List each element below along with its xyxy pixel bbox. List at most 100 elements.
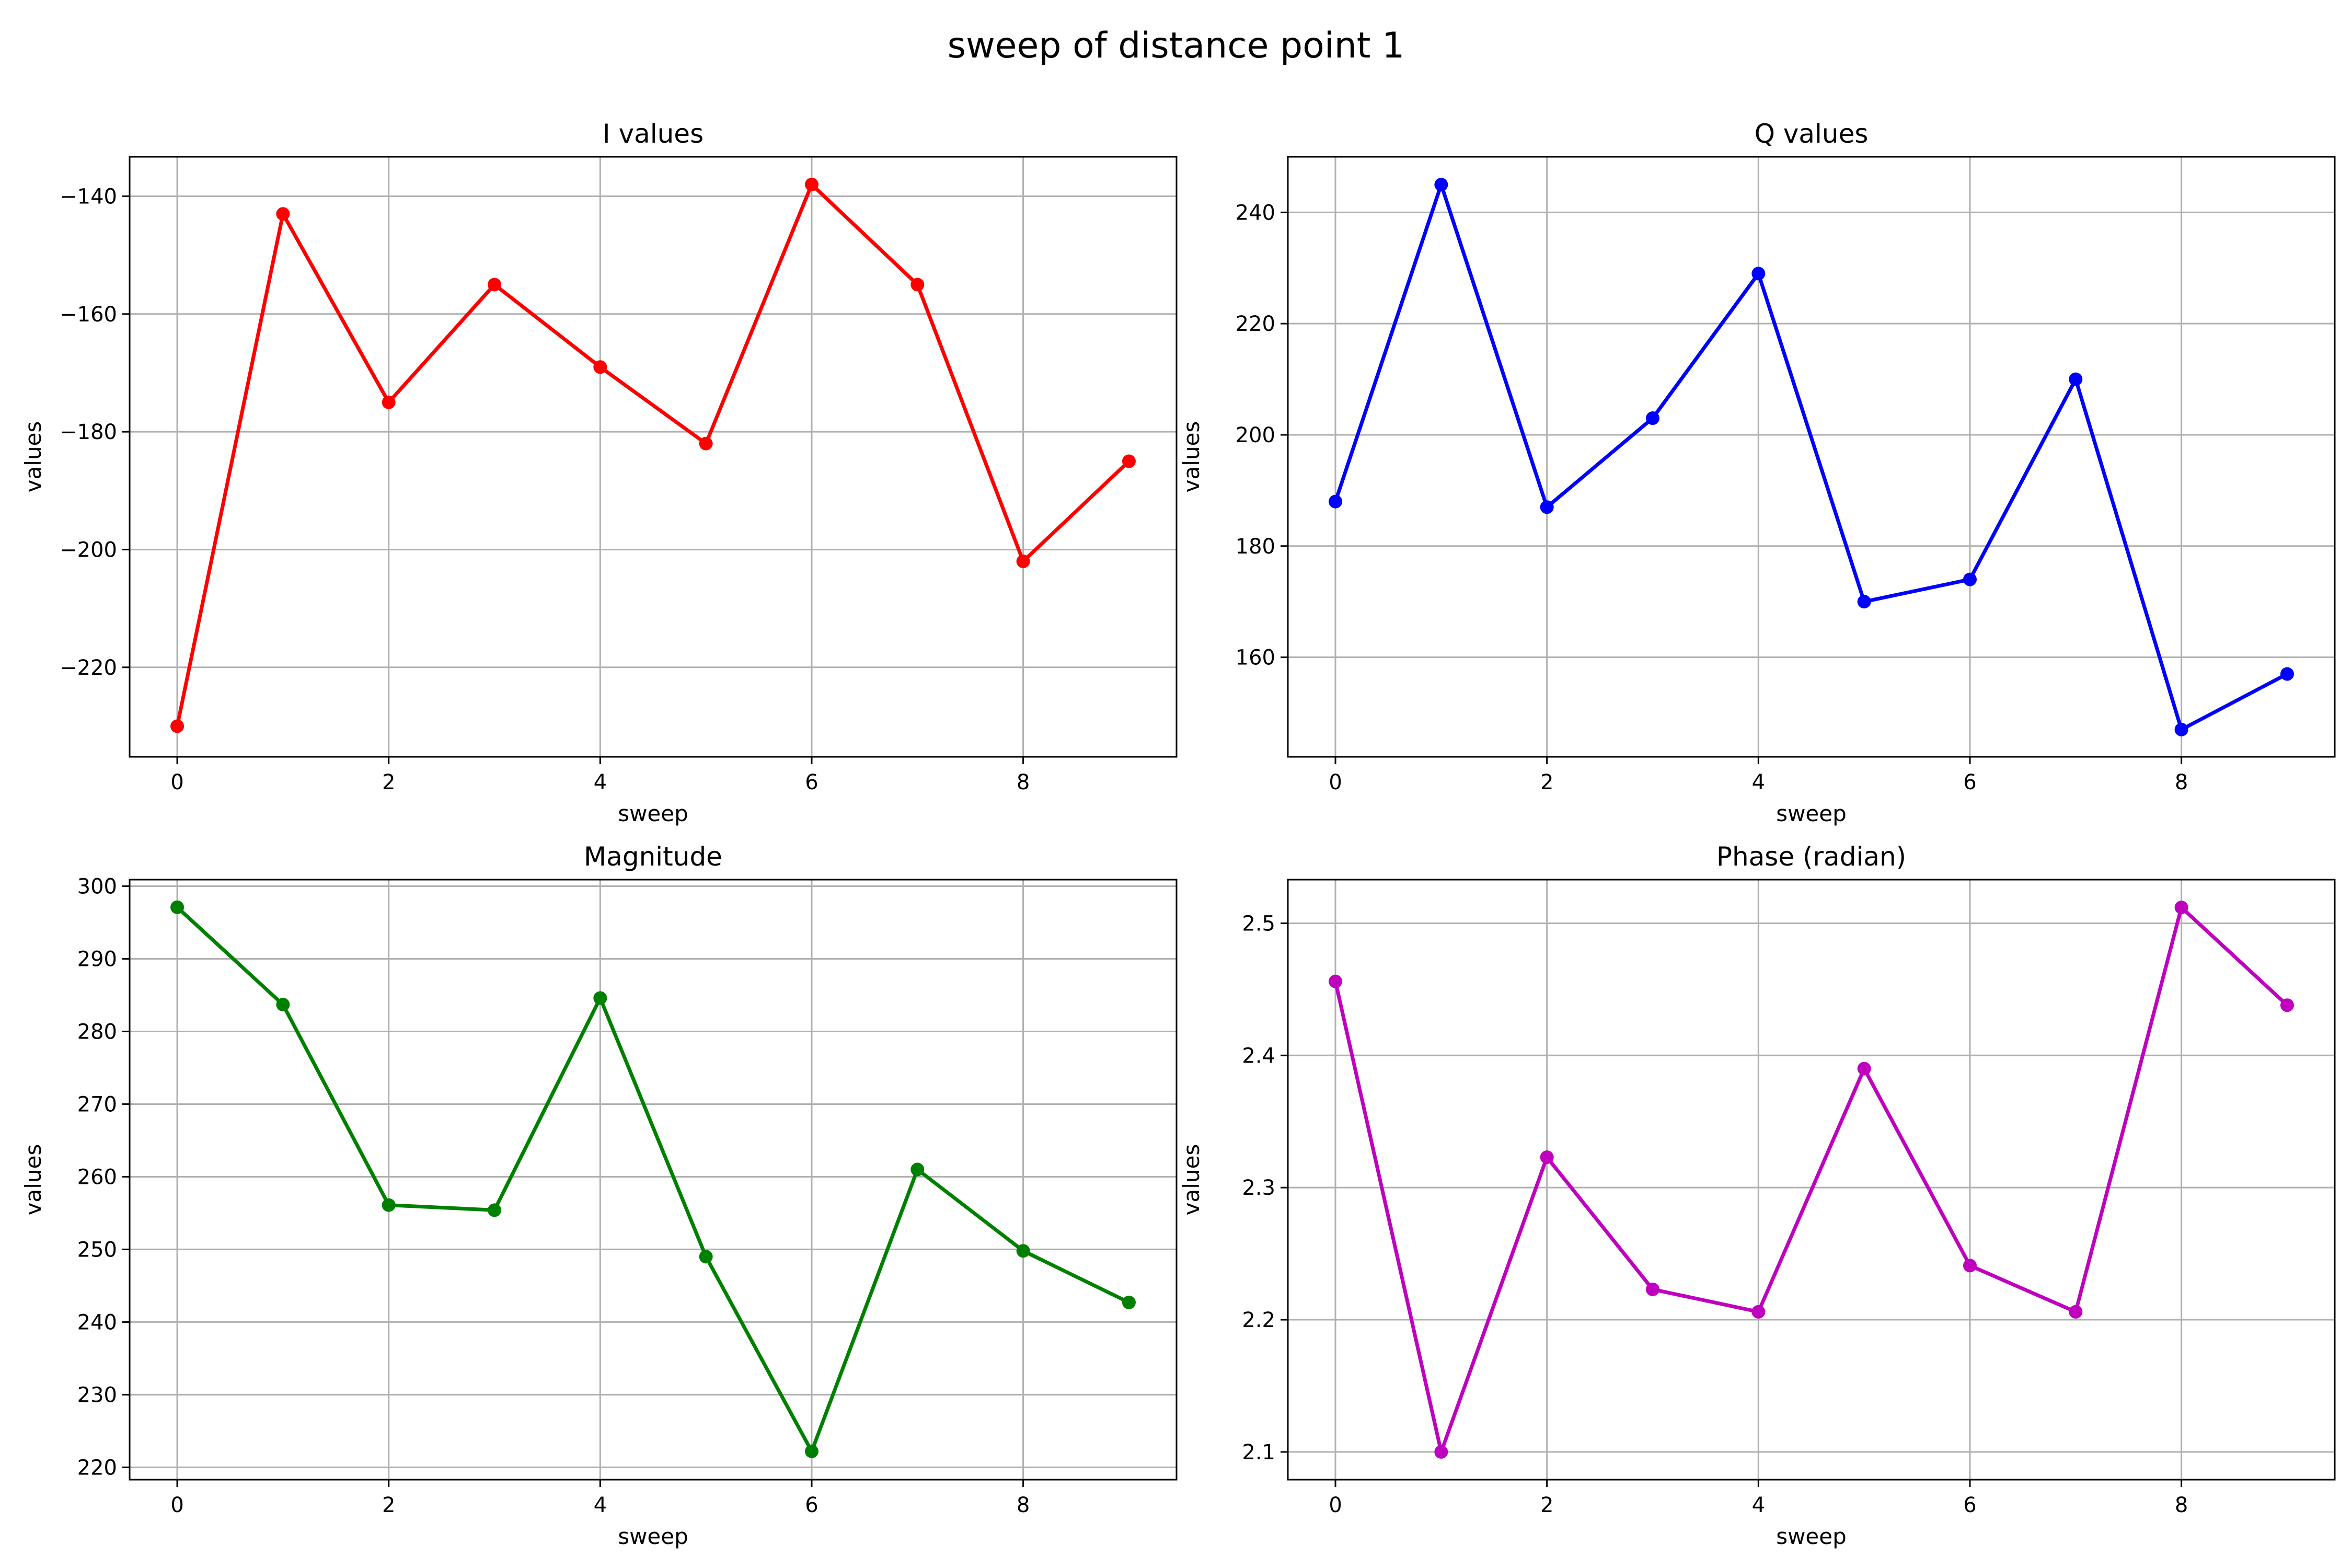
data-point bbox=[1540, 500, 1554, 514]
x-tick-label: 8 bbox=[2175, 1493, 2188, 1517]
axes-container: 0 2 4 6 8 −220 −200 −180 −160 −140 I values sweep va… bbox=[20, 119, 2336, 1549]
y-tick-label: 180 bbox=[1236, 535, 1275, 559]
y-tick-label: 2.3 bbox=[1242, 1176, 1275, 1200]
data-point bbox=[1540, 1150, 1554, 1165]
data-point bbox=[1646, 1282, 1660, 1296]
y-axis-label: values bbox=[20, 421, 46, 493]
x-tick-label: 6 bbox=[805, 1493, 818, 1517]
data-point bbox=[2069, 372, 2083, 386]
data-point bbox=[1963, 1259, 1977, 1273]
y-tick-label: 160 bbox=[1236, 646, 1275, 670]
x-tick-label: 2 bbox=[382, 1493, 395, 1517]
y-tick-label: 2.1 bbox=[1242, 1440, 1275, 1465]
y-axis-label: values bbox=[1179, 1144, 1204, 1216]
chart-i-values: 0 2 4 6 8 −220 −200 −180 −160 −140 I values sweep va… bbox=[20, 119, 1178, 826]
y-tick-label: −140 bbox=[60, 185, 117, 209]
data-point bbox=[910, 278, 925, 292]
data-point bbox=[1751, 267, 1766, 281]
data-point bbox=[1434, 178, 1448, 192]
data-point bbox=[910, 1162, 925, 1177]
y-tick-label: 220 bbox=[1236, 312, 1275, 336]
data-point bbox=[1646, 411, 1660, 425]
y-tick-label: 250 bbox=[77, 1238, 117, 1262]
data-point bbox=[2280, 667, 2294, 681]
y-tick-label: 290 bbox=[77, 947, 117, 971]
x-tick-label: 6 bbox=[1963, 770, 1976, 794]
data-point bbox=[276, 998, 290, 1012]
y-axis-label: values bbox=[1179, 421, 1204, 493]
data-point bbox=[488, 1203, 502, 1217]
data-point bbox=[1857, 1062, 1871, 1076]
x-tick-label: 2 bbox=[1540, 1493, 1553, 1517]
data-point bbox=[382, 1198, 396, 1212]
data-point bbox=[1329, 494, 1343, 509]
x-tick-label: 4 bbox=[1752, 770, 1765, 794]
y-axis-label: values bbox=[20, 1144, 46, 1216]
x-tick-label: 0 bbox=[1329, 770, 1342, 794]
data-point bbox=[804, 177, 818, 191]
data-point bbox=[382, 395, 396, 409]
y-tick-label: −180 bbox=[60, 420, 117, 444]
axes-frame bbox=[1287, 156, 2336, 758]
axes-title: Phase (radian) bbox=[1716, 841, 1906, 872]
x-tick-label: 2 bbox=[382, 770, 395, 794]
data-point bbox=[1329, 974, 1343, 988]
data-point bbox=[2174, 901, 2188, 915]
data-point bbox=[1122, 1295, 1136, 1309]
x-tick-label: 6 bbox=[1963, 1493, 1976, 1517]
data-point bbox=[2280, 998, 2294, 1012]
x-tick-label: 8 bbox=[2175, 770, 2188, 794]
axes-frame bbox=[129, 879, 1178, 1481]
y-tick-label: 2.2 bbox=[1242, 1308, 1275, 1332]
chart-phase: 0 2 4 6 8 2.1 2.2 2.3 2.4 2.5 Phase (radian) sweep v… bbox=[1179, 841, 2336, 1549]
x-tick-label: 8 bbox=[1017, 1493, 1030, 1517]
y-tick-label: 280 bbox=[77, 1020, 117, 1044]
data-point bbox=[593, 360, 607, 374]
chart-magnitude: 0 2 4 6 8 220 230 240 250 260 270 280 290 300 Magnitud… bbox=[20, 841, 1178, 1549]
figure-suptitle: sweep of distance point 1 bbox=[948, 25, 1405, 66]
data-point bbox=[2069, 1305, 2083, 1319]
x-tick-label: 0 bbox=[170, 770, 183, 794]
y-tick-label: 260 bbox=[77, 1165, 117, 1189]
x-tick-label: 0 bbox=[1329, 1493, 1342, 1517]
y-tick-label: 220 bbox=[77, 1456, 117, 1480]
axes-title: Magnitude bbox=[584, 841, 722, 872]
series-line bbox=[1333, 182, 2288, 732]
x-tick-label: 4 bbox=[594, 1493, 607, 1517]
y-tick-label: 240 bbox=[1236, 201, 1275, 225]
y-tick-label: 2.4 bbox=[1242, 1044, 1275, 1068]
x-tick-label: 4 bbox=[1752, 1493, 1765, 1517]
series-line bbox=[176, 906, 1130, 1454]
axes-title: Q values bbox=[1755, 119, 1869, 149]
x-tick-label: 8 bbox=[1017, 770, 1030, 794]
data-point bbox=[2174, 722, 2188, 736]
data-point bbox=[1857, 595, 1871, 609]
data-point bbox=[1016, 1244, 1030, 1258]
y-tick-label: 240 bbox=[77, 1310, 117, 1334]
chart-q-values: 0 2 4 6 8 160 180 200 220 240 Q values sweep values bbox=[1179, 119, 2336, 826]
data-point bbox=[1434, 1445, 1448, 1459]
data-point bbox=[804, 1444, 818, 1458]
y-tick-label: 300 bbox=[77, 875, 117, 899]
data-point bbox=[1963, 572, 1977, 586]
data-point bbox=[276, 207, 290, 221]
data-point bbox=[1122, 454, 1136, 468]
data-point bbox=[488, 278, 502, 292]
y-tick-label: 200 bbox=[1236, 423, 1275, 447]
y-tick-label: 270 bbox=[77, 1092, 117, 1116]
data-point bbox=[1751, 1305, 1766, 1319]
axes-frame bbox=[129, 156, 1178, 758]
x-tick-label: 4 bbox=[594, 770, 607, 794]
y-tick-label: 230 bbox=[77, 1383, 117, 1407]
data-point bbox=[1016, 554, 1030, 568]
axes-frame bbox=[1287, 879, 2336, 1481]
data-point bbox=[699, 1250, 713, 1264]
y-tick-label: 2.5 bbox=[1242, 912, 1275, 936]
y-tick-label: −160 bbox=[60, 303, 117, 327]
data-point bbox=[593, 991, 607, 1005]
x-tick-label: 2 bbox=[1540, 770, 1553, 794]
y-tick-label: −220 bbox=[60, 656, 117, 680]
axes-title: I values bbox=[603, 119, 704, 149]
x-axis-label: sweep bbox=[618, 1524, 688, 1549]
